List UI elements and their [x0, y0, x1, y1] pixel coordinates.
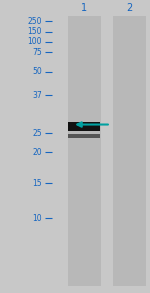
Text: 25: 25: [32, 129, 42, 138]
Bar: [68, 134, 100, 138]
Bar: [112, 16, 146, 286]
Text: 250: 250: [27, 17, 42, 25]
Text: 2: 2: [126, 3, 132, 13]
Text: 50: 50: [32, 67, 42, 76]
Text: 10: 10: [32, 214, 42, 223]
Text: 15: 15: [32, 179, 42, 188]
Text: 75: 75: [32, 48, 42, 57]
Text: 1: 1: [81, 3, 87, 13]
Text: 20: 20: [32, 148, 42, 157]
Text: 100: 100: [27, 38, 42, 46]
Text: 150: 150: [27, 27, 42, 36]
Bar: [68, 16, 100, 286]
Bar: [68, 122, 100, 131]
Text: 37: 37: [32, 91, 42, 100]
